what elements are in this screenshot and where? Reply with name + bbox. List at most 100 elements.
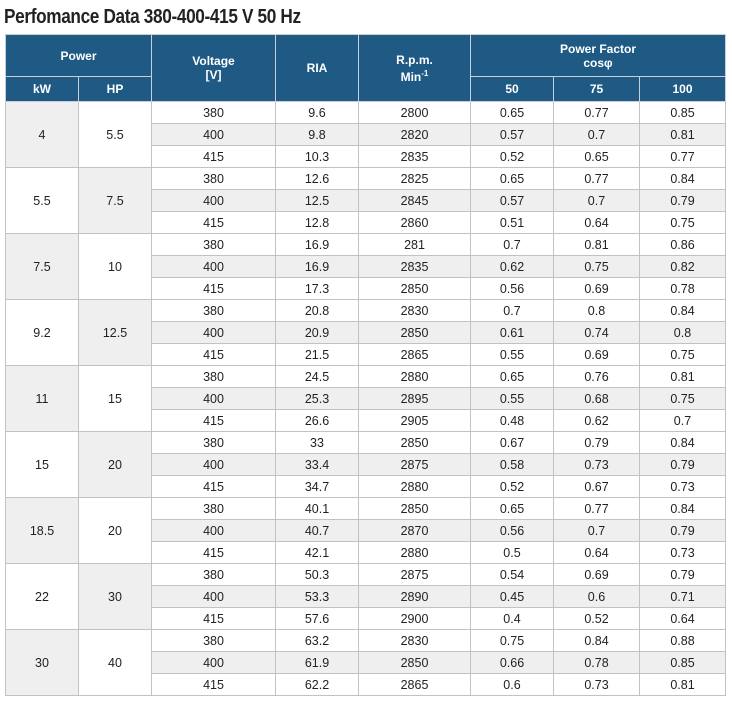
pf-50-cell: 0.67 [470,431,554,454]
rpm-cell: 2850 [358,277,471,300]
pf-75-cell: 0.81 [553,233,640,256]
voltage-cell: 380 [151,629,276,652]
table-row: 30 40 380 63.2 2830 0.75 0.84 0.88 [5,629,726,696]
table-row: 400 9.8 2820 0.57 0.7 0.81 [6,123,726,146]
table-row: 18.5 20 380 40.1 2850 0.65 0.77 0.84 [5,497,726,564]
hp-cell: 7.5 [78,167,152,234]
rpm-cell: 2895 [358,387,471,410]
table-row: 400 25.3 2895 0.55 0.68 0.75 [6,387,726,410]
pf-100-cell: 0.71 [639,585,726,608]
rpm-cell: 2880 [358,541,471,564]
header-rpm-unit: Min [400,69,422,84]
rpm-cell: 2875 [358,453,471,476]
header-power-factor-label: Power Factor [559,41,637,56]
voltage-cell: 415 [151,145,276,168]
header-pf-50: 50 [470,76,554,102]
ria-cell: 42.1 [275,541,359,564]
table-row: 400 33.4 2875 0.58 0.73 0.79 [6,453,726,476]
voltage-cell: 380 [151,365,276,388]
table-row: 415 26.6 2905 0.48 0.62 0.7 [6,409,726,432]
pf-50-cell: 0.55 [470,343,554,366]
pf-75-cell: 0.77 [553,497,640,520]
pf-75-cell: 0.69 [553,343,640,366]
hp-cell: 15 [78,365,152,432]
ria-cell: 9.6 [275,101,359,124]
ria-cell: 20.9 [275,321,359,344]
rpm-cell: 2830 [358,299,471,322]
rpm-cell: 281 [358,233,471,256]
pf-100-cell: 0.81 [639,365,726,388]
kw-cell: 5.5 [5,167,79,234]
pf-75-cell: 0.64 [553,211,640,234]
header-rpm-unit-exponent: -1 [421,68,429,78]
pf-100-cell: 0.88 [639,629,726,652]
voltage-cell: 415 [151,475,276,498]
pf-50-cell: 0.62 [470,255,554,278]
ria-cell: 63.2 [275,629,359,652]
rpm-cell: 2850 [358,321,471,344]
ria-cell: 24.5 [275,365,359,388]
pf-100-cell: 0.7 [639,409,726,432]
pf-50-cell: 0.56 [470,519,554,542]
rpm-cell: 2800 [358,101,471,124]
pf-100-cell: 0.86 [639,233,726,256]
voltage-cell: 380 [151,431,276,454]
ria-cell: 21.5 [275,343,359,366]
pf-100-cell: 0.85 [639,101,726,124]
rpm-cell: 2820 [358,123,471,146]
pf-75-cell: 0.8 [553,299,640,322]
ria-cell: 16.9 [275,255,359,278]
table-row: 9.2 12.5 380 20.8 2830 0.7 0.8 0.84 [5,299,726,366]
pf-75-cell: 0.77 [553,167,640,190]
ria-cell: 12.6 [275,167,359,190]
voltage-cell: 415 [151,277,276,300]
hp-cell: 10 [78,233,152,300]
header-voltage-unit: [V] [205,68,222,82]
pf-50-cell: 0.75 [470,629,554,652]
kw-cell: 15 [5,431,79,498]
ria-cell: 20.8 [275,299,359,322]
rpm-cell: 2865 [358,673,471,696]
header-rpm: R.p.m. Min-1 [358,34,471,102]
header-kw: kW [5,76,79,102]
pf-50-cell: 0.51 [470,211,554,234]
hp-cell: 30 [78,563,152,630]
pf-75-cell: 0.7 [553,519,640,542]
rpm-cell: 2835 [358,255,471,278]
table-row: 415 57.6 2900 0.4 0.52 0.64 [6,607,726,630]
rpm-cell: 2900 [358,607,471,630]
table-row: 415 34.7 2880 0.52 0.67 0.73 [6,475,726,498]
pf-50-cell: 0.7 [470,299,554,322]
rpm-cell: 2850 [358,431,471,454]
pf-50-cell: 0.66 [470,651,554,674]
pf-75-cell: 0.52 [553,607,640,630]
ria-cell: 57.6 [275,607,359,630]
header-pf-75: 75 [553,76,640,102]
rpm-cell: 2865 [358,343,471,366]
voltage-cell: 380 [151,563,276,586]
pf-100-cell: 0.77 [639,145,726,168]
pf-75-cell: 0.67 [553,475,640,498]
rpm-cell: 2875 [358,563,471,586]
pf-100-cell: 0.84 [639,497,726,520]
page-title: Perfomance Data 380-400-415 V 50 Hz [4,6,301,28]
table-row: 4 5.5 380 9.6 2800 0.65 0.77 0.85 [5,101,726,168]
pf-100-cell: 0.79 [639,453,726,476]
ria-cell: 16.9 [275,233,359,256]
pf-100-cell: 0.82 [639,255,726,278]
voltage-cell: 400 [151,255,276,278]
rpm-cell: 2880 [358,475,471,498]
pf-75-cell: 0.68 [553,387,640,410]
pf-75-cell: 0.75 [553,255,640,278]
pf-75-cell: 0.77 [553,101,640,124]
pf-50-cell: 0.7 [470,233,554,256]
ria-cell: 10.3 [275,145,359,168]
header-ria: RIA [275,34,359,102]
kw-cell: 11 [5,365,79,432]
pf-75-cell: 0.7 [553,123,640,146]
voltage-cell: 400 [151,651,276,674]
header-rpm-label: R.p.m. [396,52,433,67]
kw-cell: 4 [5,101,79,168]
pf-100-cell: 0.79 [639,563,726,586]
pf-100-cell: 0.79 [639,519,726,542]
